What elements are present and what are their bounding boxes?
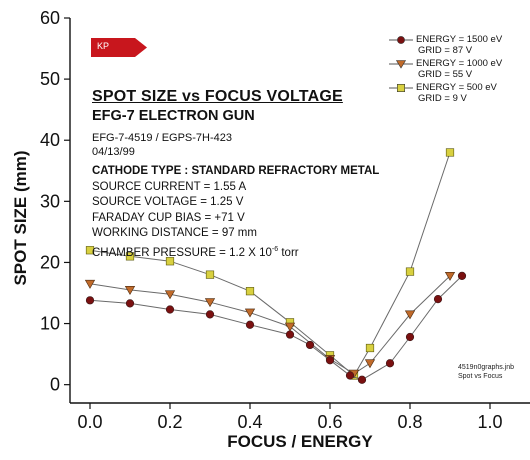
data-point [84, 279, 96, 289]
series-line [89, 275, 451, 375]
data-point [85, 296, 95, 305]
faraday-cup-bias: FARADAY CUP BIAS = +71 V [92, 211, 245, 224]
x-axis-label: FOCUS / ENERGY [227, 432, 373, 451]
data-point [445, 148, 455, 157]
data-point [245, 320, 255, 329]
chamber-pressure: CHAMBER PRESSURE = 1.2 X 10-6 torr [92, 245, 299, 259]
kp-logo [91, 38, 147, 57]
x-tick-label: 0.2 [157, 412, 182, 432]
data-point [165, 257, 175, 266]
legend-entry-1500ev: ENERGY = 1500 eV GRID = 87 V [388, 34, 502, 58]
x-axis: 0.0 0.2 0.4 0.6 0.8 1.0 [77, 403, 503, 432]
x-tick-label: 0.8 [397, 412, 422, 432]
y-tick-label: 20 [40, 252, 60, 272]
series-layer [84, 148, 467, 384]
data-point [444, 271, 456, 281]
y-tick-label: 10 [40, 314, 60, 334]
y-tick-label: 60 [40, 8, 60, 28]
data-point [124, 286, 136, 295]
data-point [244, 308, 256, 318]
legend-entry-500ev: ENERGY = 500 eV GRID = 9 V [388, 82, 502, 106]
data-point [385, 359, 395, 368]
data-point [125, 299, 135, 308]
x-tick-label: 1.0 [477, 412, 502, 432]
data-point [284, 322, 296, 332]
source-voltage: SOURCE VOLTAGE = 1.25 V [92, 196, 244, 208]
data-point [457, 271, 467, 280]
y-tick-label: 50 [40, 69, 60, 89]
date: 04/13/99 [92, 146, 135, 158]
data-point [364, 359, 376, 369]
y-tick-label: 30 [40, 191, 60, 211]
chart-title: SPOT SIZE vs FOCUS VOLTAGE [92, 88, 343, 105]
data-point [404, 310, 416, 320]
data-point [165, 305, 175, 314]
cathode-type: CATHODE TYPE : STANDARD REFRACTORY METAL [92, 165, 380, 177]
kp-logo-text: KP [97, 41, 110, 51]
data-point [433, 295, 443, 304]
working-distance: WORKING DISTANCE = 97 mm [92, 227, 257, 239]
chart-subtitle: EFG-7 ELECTRON GUN [92, 108, 255, 124]
series-triangle [84, 271, 456, 379]
x-tick-label: 0.0 [77, 412, 102, 432]
data-point [345, 371, 355, 380]
data-point [405, 267, 415, 276]
chart-info-block: SPOT SIZE vs FOCUS VOLTAGE EFG-7 ELECTRO… [92, 88, 379, 261]
data-point [325, 356, 335, 365]
data-point [204, 298, 216, 308]
data-point [125, 252, 135, 261]
data-point [245, 287, 255, 296]
data-point [357, 375, 367, 384]
x-tick-label: 0.4 [237, 412, 262, 432]
y-axis-label: SPOT SIZE (mm) [11, 150, 30, 285]
source-current: SOURCE CURRENT = 1.55 A [92, 180, 247, 193]
y-axis: 0 10 20 30 40 50 60 [40, 8, 70, 395]
data-point [164, 290, 176, 300]
data-point [305, 340, 315, 350]
file-note: 4519n0graphs.jnb Spot vs Focus [458, 364, 515, 380]
legend: ENERGY = 1500 eV GRID = 87 V ENERGY = 10… [388, 34, 502, 106]
y-tick-label: 40 [40, 130, 60, 150]
data-point [205, 270, 215, 279]
plot-frame [69, 18, 530, 404]
data-point [205, 310, 215, 319]
part-number: EFG-7-4519 / EGPS-7H-423 [92, 132, 233, 144]
legend-entry-1000ev: ENERGY = 1000 eV GRID = 55 V [388, 58, 502, 82]
x-tick-label: 0.6 [317, 412, 342, 432]
y-tick-label: 0 [50, 375, 60, 395]
data-point [365, 343, 375, 353]
series-line [89, 275, 463, 381]
data-point [405, 332, 415, 342]
data-point [85, 246, 95, 255]
series-circle [85, 271, 467, 384]
data-point [285, 330, 295, 339]
